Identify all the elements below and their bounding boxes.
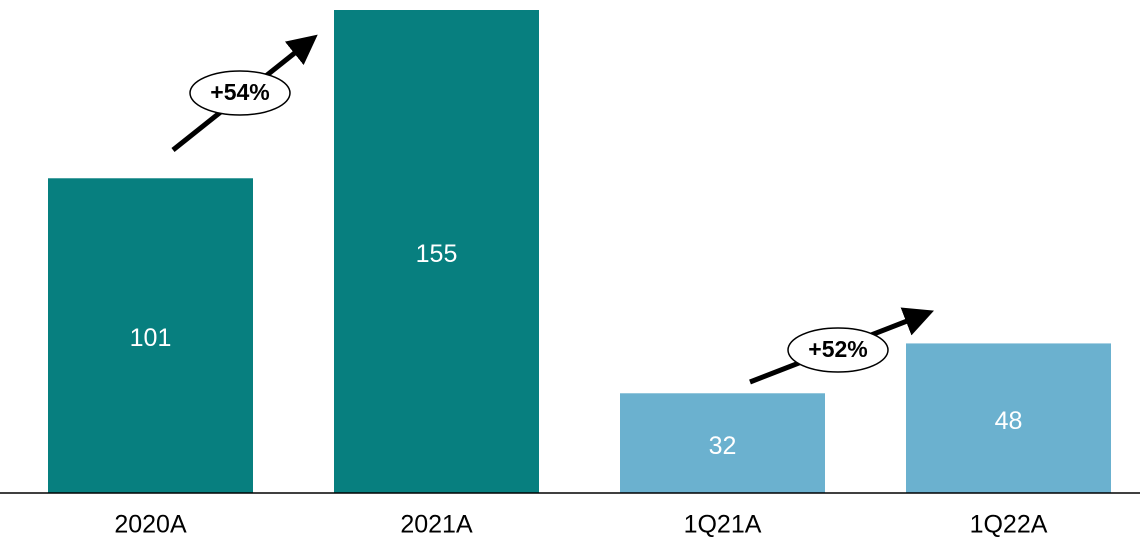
x-tick-label: 2020A [114, 511, 187, 539]
annotation: +52% [808, 336, 867, 362]
x-tick-label: 2021A [400, 511, 473, 539]
bar [906, 343, 1111, 493]
annotation: +54% [210, 79, 269, 105]
x-tick-label: 1Q21A [684, 511, 762, 539]
bars [48, 10, 1111, 493]
bar [334, 10, 539, 493]
x-tick-label: 1Q22A [970, 511, 1048, 539]
annotation-bubble [189, 70, 291, 116]
annotation-bubble [787, 327, 889, 373]
value-label: 101 [130, 324, 172, 352]
bar [48, 178, 253, 493]
value-label: 48 [995, 407, 1023, 435]
value-label: 32 [709, 432, 737, 460]
value-label: 155 [416, 240, 458, 268]
bar [620, 393, 825, 493]
